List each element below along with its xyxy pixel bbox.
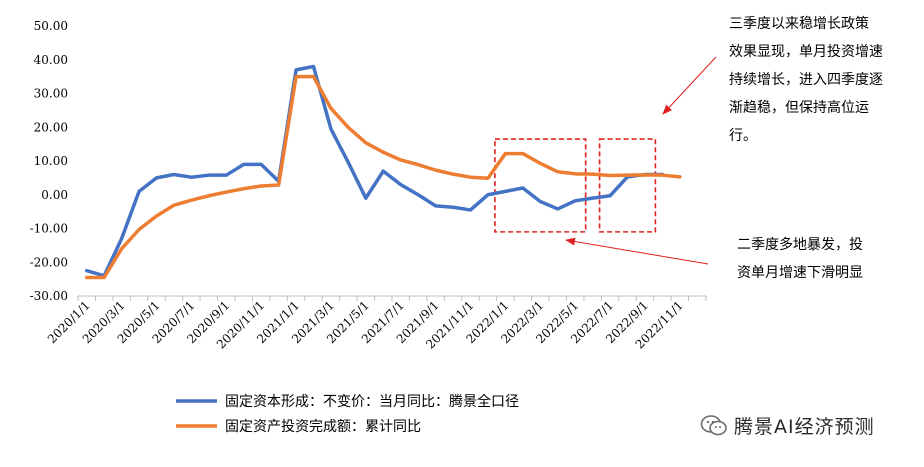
q2-annotation-line: 二季度多地暴发，投 <box>737 237 863 253</box>
y-tick-label: -30.00 <box>30 289 68 303</box>
watermark: 腾景AI经济预测 <box>700 412 875 439</box>
series-line-1 <box>84 64 665 278</box>
highlight-box <box>494 138 587 233</box>
series-lines <box>84 64 682 280</box>
legend-label-series-1: 固定资本形成：不变价：当月同比：腾景全口径 <box>225 393 519 410</box>
y-tick-label: -20.00 <box>30 255 68 269</box>
q3-annotation-line: 行。 <box>729 128 757 144</box>
q2-annotation-line: 资单月增速下滑明显 <box>737 265 863 281</box>
y-axis-ticks: 50.00 40.00 30.00 20.00 10.00 0.00 -10.00 -20.0… <box>30 19 68 303</box>
y-tick-label: 30.00 <box>34 87 68 101</box>
q3-annotation-line: 持续增长，进入四季度逐 <box>729 72 883 88</box>
highlight-box <box>598 138 657 233</box>
legend: 固定资本形成：不变价：当月同比：腾景全口径 固定资产投资完成额：累计同比 <box>176 393 519 435</box>
q3-annotation-line: 三季度以来稳增长政策 <box>729 16 869 32</box>
wechat-icon <box>700 414 727 435</box>
y-tick-label: 10.00 <box>34 154 68 168</box>
y-tick-label: 50.00 <box>34 19 68 33</box>
highlight-boxes <box>494 138 657 233</box>
q2-annotation-arrow <box>565 237 709 265</box>
legend-label-series-2: 固定资产投资完成额：累计同比 <box>225 419 421 435</box>
y-tick-label: 40.00 <box>34 53 68 67</box>
q3-annotation-arrow <box>662 56 717 115</box>
q3-annotation-line: 渐趋稳，但保持高位运 <box>729 100 869 116</box>
q3-annotation: 三季度以来稳增长政策 效果显现，单月投资增速 持续增长，进入四季度逐 渐趋稳，但… <box>729 10 919 150</box>
y-tick-label: -10.00 <box>30 222 68 236</box>
x-axis-ticks: 2020/1/12020/3/12020/5/12020/7/12020/9/1… <box>45 296 707 352</box>
watermark-text: 腾景AI经济预测 <box>734 416 875 438</box>
q3-annotation-line: 效果显现，单月投资增速 <box>729 44 883 60</box>
annotation-arrows <box>565 56 717 265</box>
y-tick-label: 0.00 <box>41 188 68 202</box>
q2-annotation: 二季度多地暴发，投 资单月增速下滑明显 <box>737 231 917 287</box>
series-line-2 <box>84 74 682 280</box>
y-tick-label: 20.00 <box>34 120 68 134</box>
